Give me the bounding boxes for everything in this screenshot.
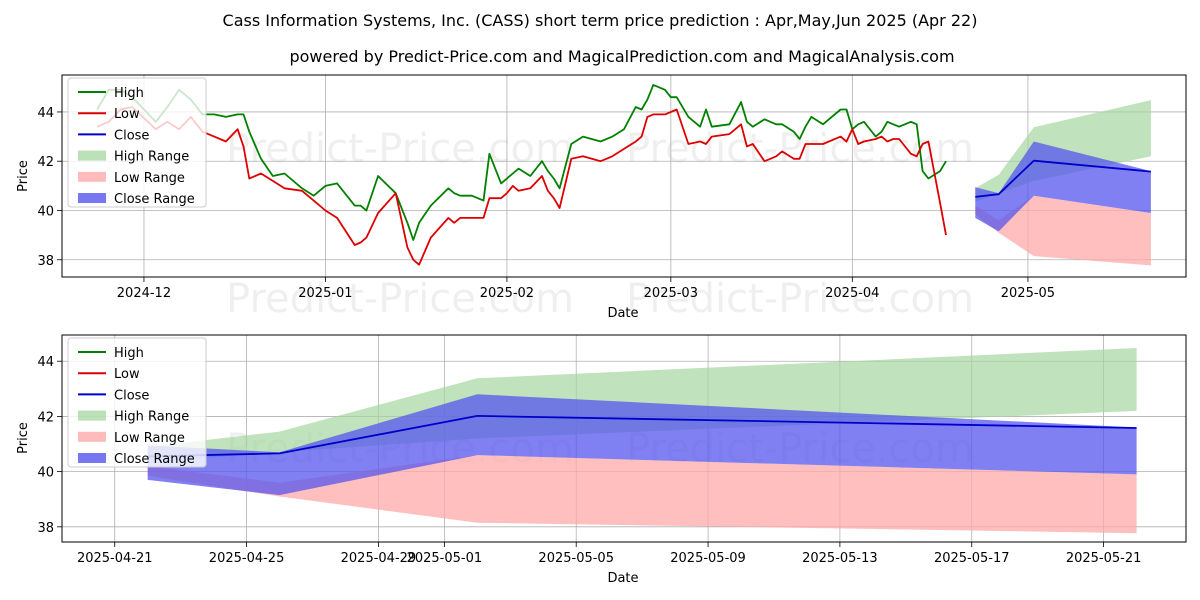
- watermark-4: Predict-Price.com: [626, 276, 974, 322]
- x-tick-label: 2025-05: [1001, 286, 1055, 301]
- top-x-axis-label: Date: [607, 306, 638, 321]
- figure-title: Cass Information Systems, Inc. (CASS) sh…: [223, 11, 978, 30]
- legend-label-close-range: Close Range: [114, 192, 195, 207]
- legend-swatch-low-range: [78, 431, 106, 442]
- plot-frame: [61, 74, 1187, 278]
- legend-label-low-range: Low Range: [114, 431, 185, 446]
- x-tick-label: 2025-04: [825, 286, 879, 301]
- y-tick-label: 44: [37, 355, 54, 370]
- watermark-3: Predict-Price.com: [226, 276, 574, 322]
- x-tick-label: 2025-05-05: [538, 551, 614, 566]
- legend-label-high-range: High Range: [114, 150, 189, 165]
- close-line: [975, 159, 1151, 198]
- y-tick-label: 40: [37, 466, 54, 481]
- close-range-band: [147, 394, 1137, 496]
- legend-swatch-close-range: [78, 453, 106, 463]
- legend-label-high-range: High Range: [114, 410, 189, 425]
- legend-label-low: Low: [114, 107, 140, 122]
- legend-label-low-range: Low Range: [114, 171, 185, 186]
- y-tick-label: 42: [37, 155, 54, 170]
- legend-swatch-close-range: [78, 193, 106, 203]
- legend-label-close: Close: [114, 388, 149, 403]
- x-tick-label: 2025-02: [480, 286, 534, 301]
- legend-label-close-range: Close Range: [114, 452, 195, 467]
- x-tick-label: 2025-05-13: [802, 551, 878, 566]
- low-range-band: [975, 195, 1151, 266]
- x-tick-label: 2025-01: [298, 286, 352, 301]
- top-panel: Predict-Price.com Predict-Price.com Pred…: [16, 74, 1187, 322]
- legend-swatch-high-range: [78, 150, 106, 161]
- close-line: [147, 415, 1137, 458]
- legend-swatch-high-range: [78, 410, 106, 421]
- x-tick-label: 2025-04-25: [209, 551, 285, 566]
- x-tick-label: 2025-05-21: [1066, 551, 1142, 566]
- y-tick-label: 38: [37, 521, 54, 536]
- x-tick-label: 2025-05-01: [407, 551, 483, 566]
- watermark-1: Predict-Price.com: [226, 126, 574, 172]
- bottom-panel: Predict-Price.com Predict-Price.com Date…: [16, 334, 1187, 586]
- legend-label-high: High: [114, 86, 144, 101]
- plot-frame: [61, 334, 1187, 543]
- legend-label-low: Low: [114, 367, 140, 382]
- y-tick-label: 44: [37, 106, 54, 121]
- high-line: [96, 84, 947, 241]
- y-tick-label: 38: [37, 254, 54, 269]
- x-tick-label: 2025-04-21: [77, 551, 153, 566]
- close-range-band: [975, 141, 1151, 232]
- x-tick-label: 2025-05-17: [934, 551, 1010, 566]
- legend-swatch-low-range: [78, 171, 106, 182]
- low-line: [96, 106, 947, 266]
- y-tick-label: 40: [37, 204, 54, 219]
- x-tick-label: 2025-03: [644, 286, 698, 301]
- y-tick-label: 42: [37, 410, 54, 425]
- x-tick-label: 2025-05-09: [670, 551, 746, 566]
- figure-subtitle: powered by Predict-Price.com and Magical…: [289, 47, 954, 66]
- top-y-axis-label: Price: [16, 160, 31, 192]
- bottom-y-axis-label: Price: [16, 422, 31, 454]
- legend-label-high: High: [114, 346, 144, 361]
- x-tick-label: 2024-12: [117, 286, 171, 301]
- legend-label-close: Close: [114, 128, 149, 143]
- bottom-x-axis-label: Date: [607, 571, 638, 586]
- low-range-band: [147, 455, 1137, 534]
- x-tick-label: 2025-04-29: [341, 551, 417, 566]
